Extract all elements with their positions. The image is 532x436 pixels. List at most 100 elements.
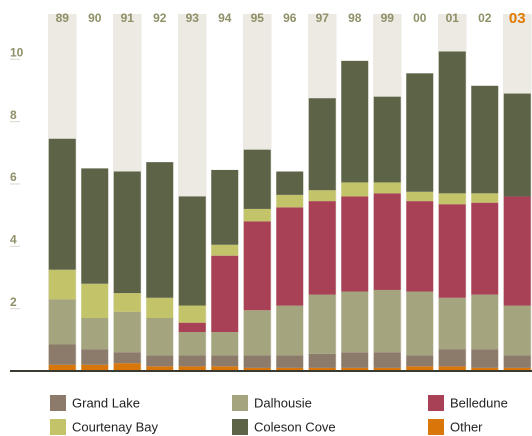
x-tick-label: 00 bbox=[413, 11, 427, 25]
bar-segment bbox=[503, 367, 531, 371]
bar-segment bbox=[308, 190, 336, 202]
bar-segment bbox=[406, 201, 434, 292]
bar-segment bbox=[373, 182, 401, 194]
bar-segment bbox=[308, 353, 336, 368]
bar-segment bbox=[81, 283, 109, 319]
y-tick-label: 10 bbox=[10, 45, 24, 59]
bar-segment bbox=[471, 202, 499, 295]
bar-segment bbox=[471, 349, 499, 368]
x-tick-label: 03 bbox=[509, 10, 526, 27]
bar-segment bbox=[81, 318, 109, 350]
bar-segment bbox=[406, 191, 434, 202]
bar-segment bbox=[406, 291, 434, 356]
x-tick-label: 91 bbox=[121, 11, 135, 25]
bar-segment bbox=[438, 204, 466, 298]
x-tick-label: 89 bbox=[56, 11, 70, 25]
bar-segment bbox=[341, 196, 369, 292]
bar-segment bbox=[243, 208, 271, 222]
bar-segment bbox=[308, 98, 336, 191]
bar-segment bbox=[471, 367, 499, 371]
bar-segment bbox=[243, 355, 271, 368]
bar-segment bbox=[503, 93, 531, 197]
x-tick-label: 94 bbox=[218, 11, 232, 25]
bar-segment bbox=[276, 355, 304, 368]
legend-swatch bbox=[50, 395, 66, 411]
bar-segment bbox=[341, 352, 369, 368]
bar-segment bbox=[276, 171, 304, 195]
bar-segment bbox=[308, 201, 336, 295]
x-tick-label: 96 bbox=[283, 11, 297, 25]
bar-segment bbox=[48, 299, 76, 345]
bar-segment bbox=[48, 138, 76, 270]
bar-segment bbox=[503, 196, 531, 306]
bar-segment bbox=[373, 352, 401, 368]
bar-segment bbox=[406, 355, 434, 367]
bar-segment bbox=[113, 352, 141, 364]
bar-segment bbox=[146, 318, 174, 356]
bar-segment bbox=[308, 367, 336, 371]
bar-segment bbox=[503, 355, 531, 368]
y-tick-label: 8 bbox=[10, 108, 17, 122]
bar-segment bbox=[48, 364, 76, 371]
x-tick-label: 02 bbox=[478, 11, 492, 25]
y-tick-label: 4 bbox=[10, 232, 17, 246]
bar-segment bbox=[243, 149, 271, 209]
bar-segment bbox=[243, 310, 271, 356]
bar-segment bbox=[438, 297, 466, 350]
bar-segment bbox=[308, 294, 336, 354]
legend-swatch bbox=[232, 419, 248, 435]
bar-segment bbox=[211, 244, 239, 256]
x-tick-label: 01 bbox=[446, 11, 460, 25]
bar-segment bbox=[471, 193, 499, 203]
bar-segment bbox=[81, 168, 109, 284]
x-tick-label: 92 bbox=[153, 11, 167, 25]
bar-segment bbox=[243, 221, 271, 311]
bar-segment bbox=[178, 196, 206, 306]
bar-segment bbox=[438, 51, 466, 194]
bar-segment bbox=[406, 366, 434, 371]
bar-segment bbox=[146, 355, 174, 367]
bar-segment bbox=[373, 367, 401, 371]
bar-segment bbox=[178, 355, 206, 367]
legend-label: Courtenay Bay bbox=[72, 419, 158, 434]
bar-segment bbox=[373, 289, 401, 353]
bar-segment bbox=[276, 305, 304, 356]
bar-segment bbox=[276, 194, 304, 208]
bar-segment bbox=[178, 305, 206, 323]
bar-segment bbox=[48, 269, 76, 300]
legend-swatch bbox=[232, 395, 248, 411]
legend-label: Dalhousie bbox=[254, 395, 312, 410]
bar-segment bbox=[341, 291, 369, 353]
bar-segment bbox=[341, 367, 369, 371]
bar-segment bbox=[373, 96, 401, 183]
bar-segment bbox=[276, 207, 304, 306]
legend-swatch bbox=[50, 419, 66, 435]
bar-segment bbox=[178, 366, 206, 371]
bar-segment bbox=[113, 363, 141, 371]
bar-segment bbox=[471, 85, 499, 194]
legend-label: Coleson Cove bbox=[254, 419, 336, 434]
bar-segment bbox=[113, 311, 141, 353]
bar-segment bbox=[81, 349, 109, 365]
x-tick-label: 95 bbox=[251, 11, 265, 25]
legend-swatch bbox=[428, 419, 444, 435]
bar-segment bbox=[438, 366, 466, 371]
bar-segment bbox=[341, 60, 369, 183]
bar-segment bbox=[276, 367, 304, 371]
y-tick-label: 6 bbox=[10, 170, 17, 184]
bar-segment bbox=[146, 162, 174, 298]
bar-segment bbox=[438, 193, 466, 205]
x-tick-label: 97 bbox=[316, 11, 330, 25]
bar-segment bbox=[48, 344, 76, 365]
legend-label: Other bbox=[450, 419, 483, 434]
bar-segment bbox=[373, 193, 401, 290]
legend-label: Belledune bbox=[450, 395, 508, 410]
bar-segment bbox=[471, 294, 499, 350]
bar-segment bbox=[146, 366, 174, 371]
bar-segment bbox=[438, 349, 466, 367]
x-tick-label: 99 bbox=[381, 11, 395, 25]
bar-segment bbox=[503, 305, 531, 356]
x-tick-label: 98 bbox=[348, 11, 362, 25]
legend-swatch bbox=[428, 395, 444, 411]
